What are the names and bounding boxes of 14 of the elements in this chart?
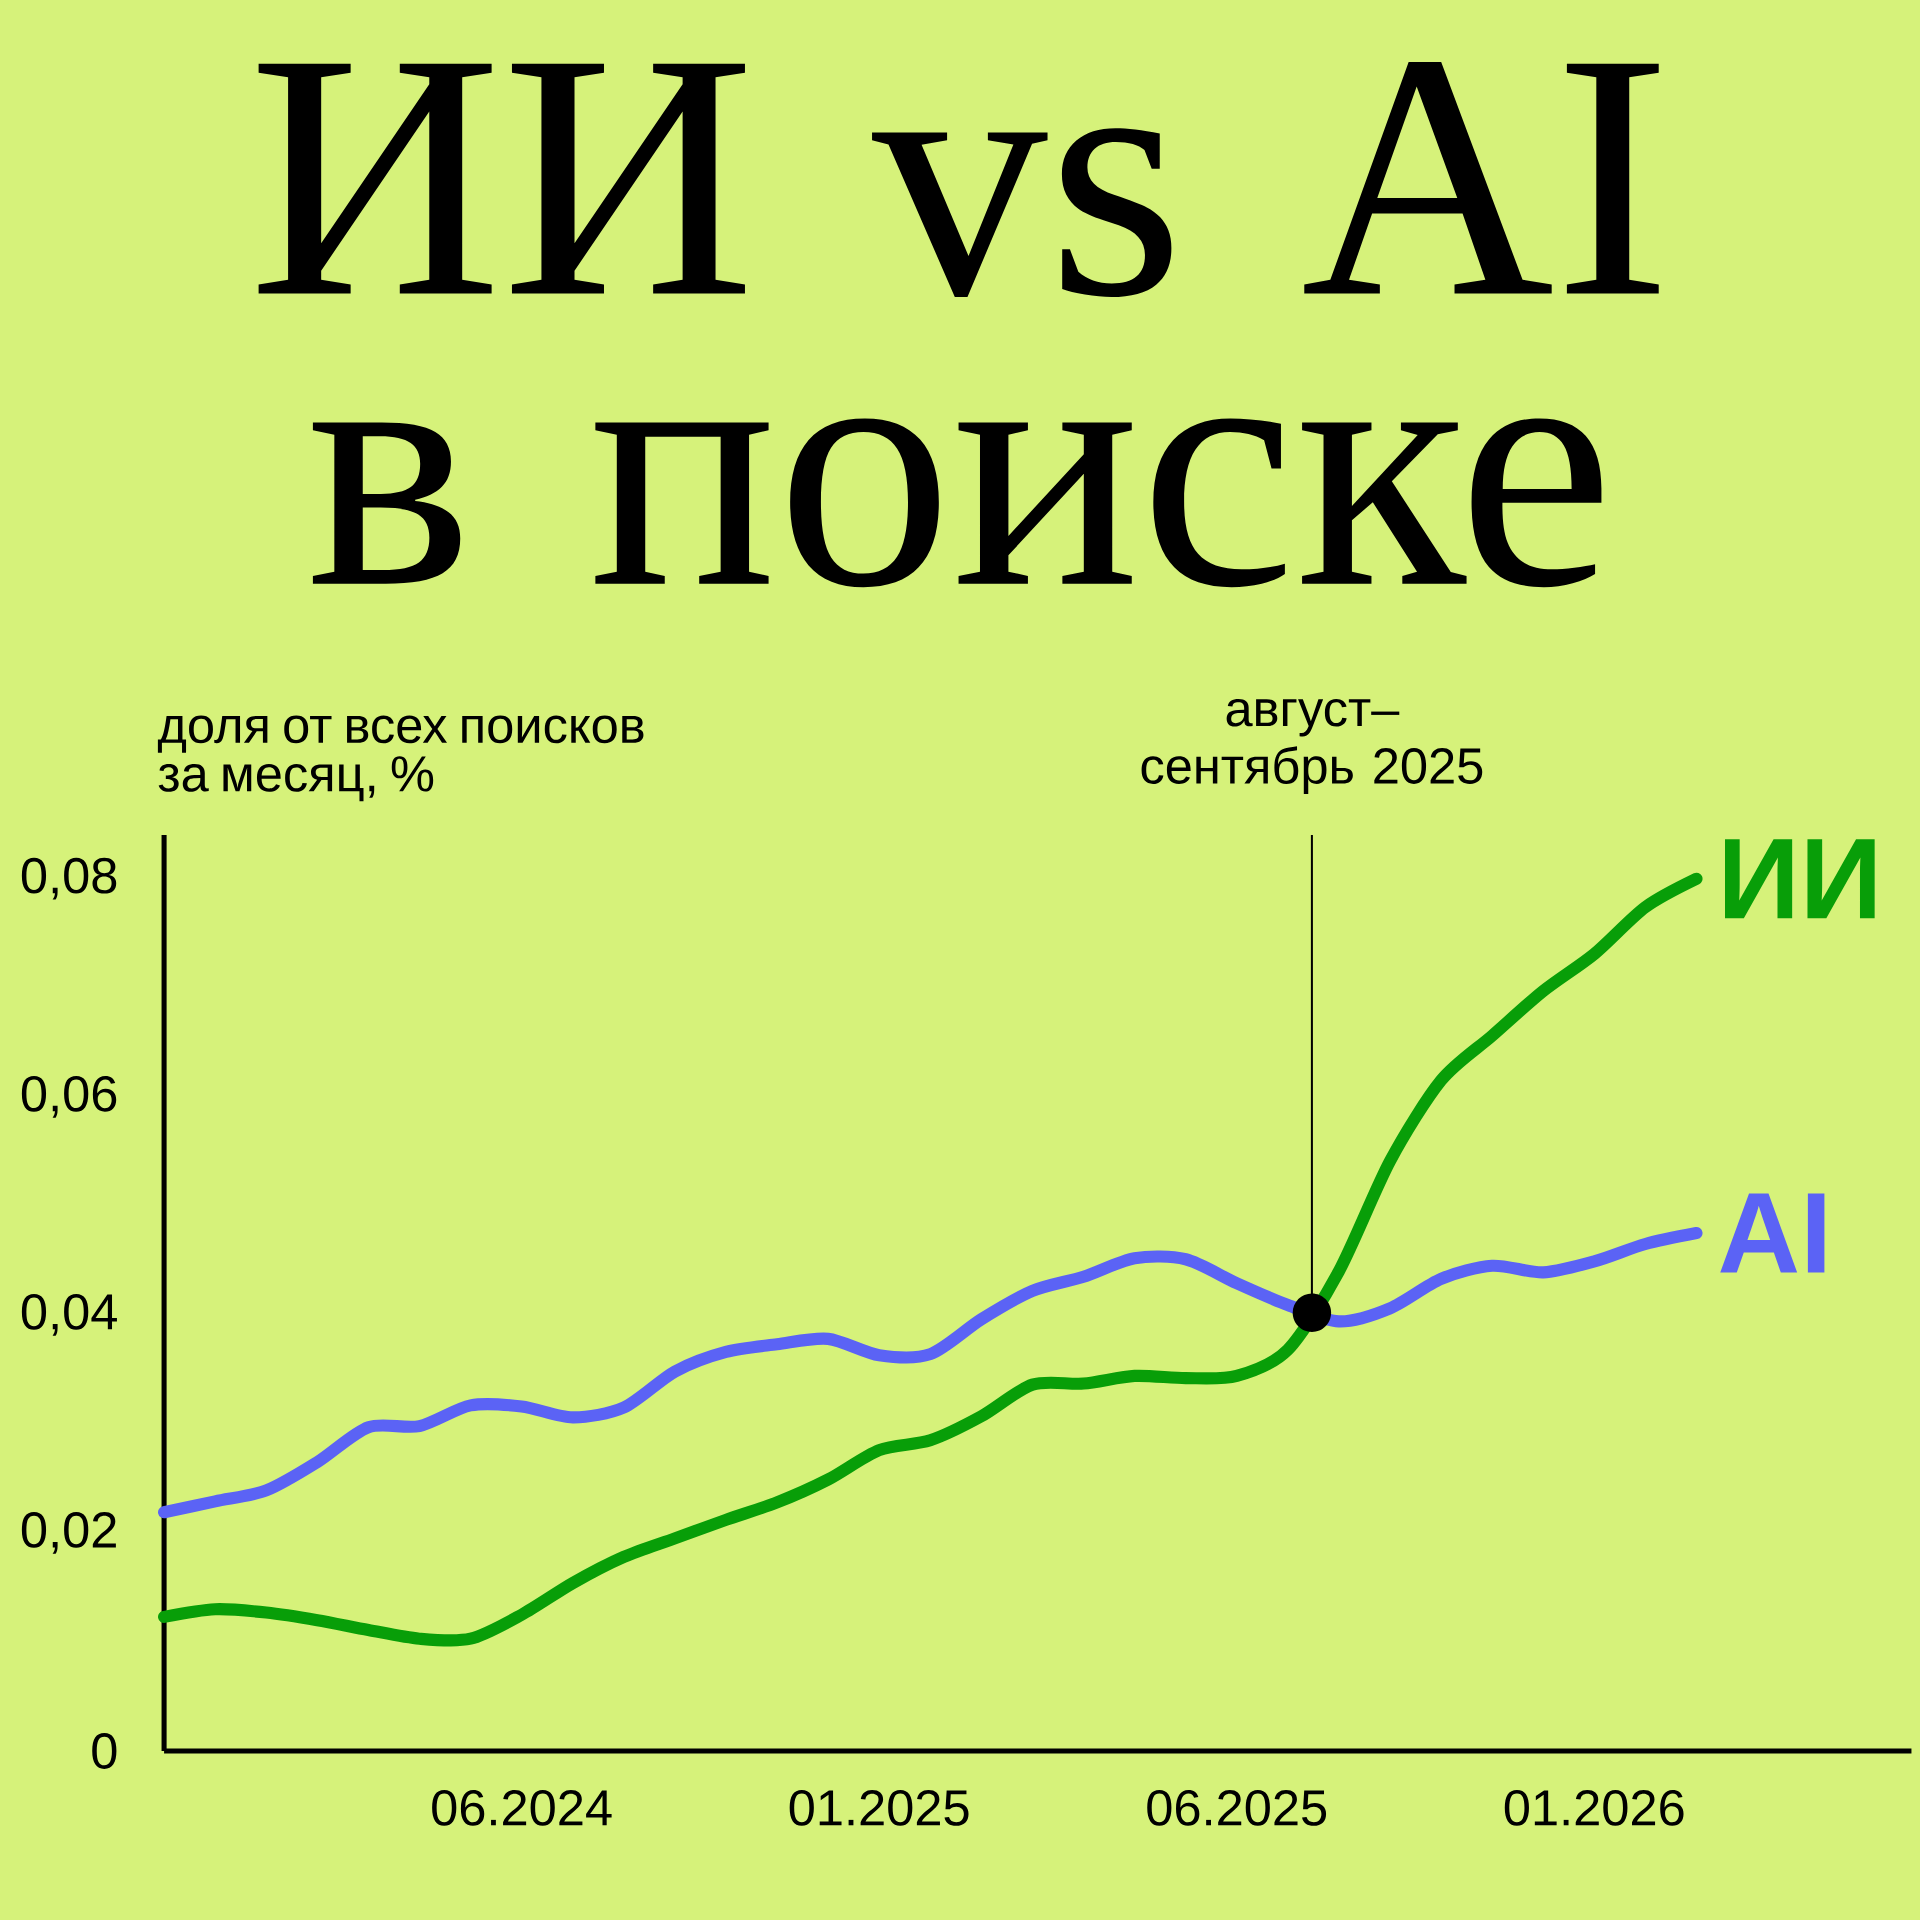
x-tick-label: 06.2024 bbox=[432, 1789, 612, 1826]
x-tick-label: 01.2026 bbox=[1504, 1789, 1684, 1826]
y-axis-title: доля от всех поисков за месяц, % bbox=[157, 715, 644, 802]
series-label: ИИ bbox=[1725, 839, 1875, 919]
annotation: август–сентябрь 2025 bbox=[1141, 698, 1483, 794]
y-tick-label: 0,06 bbox=[21, 1075, 117, 1118]
x-tick-label: 06.2025 bbox=[1147, 1789, 1327, 1826]
chart-title: ИИ vs AI в поиске bbox=[258, 61, 1659, 588]
series-label: AI bbox=[1720, 1193, 1825, 1273]
y-tick-label: 0,08 bbox=[21, 857, 117, 900]
y-tick-label: 0,02 bbox=[21, 1512, 116, 1554]
x-tick-label: 01.2025 bbox=[789, 1789, 969, 1826]
y-tick-label: 0,04 bbox=[21, 1293, 117, 1336]
y-tick-label: 0 bbox=[92, 1733, 117, 1769]
